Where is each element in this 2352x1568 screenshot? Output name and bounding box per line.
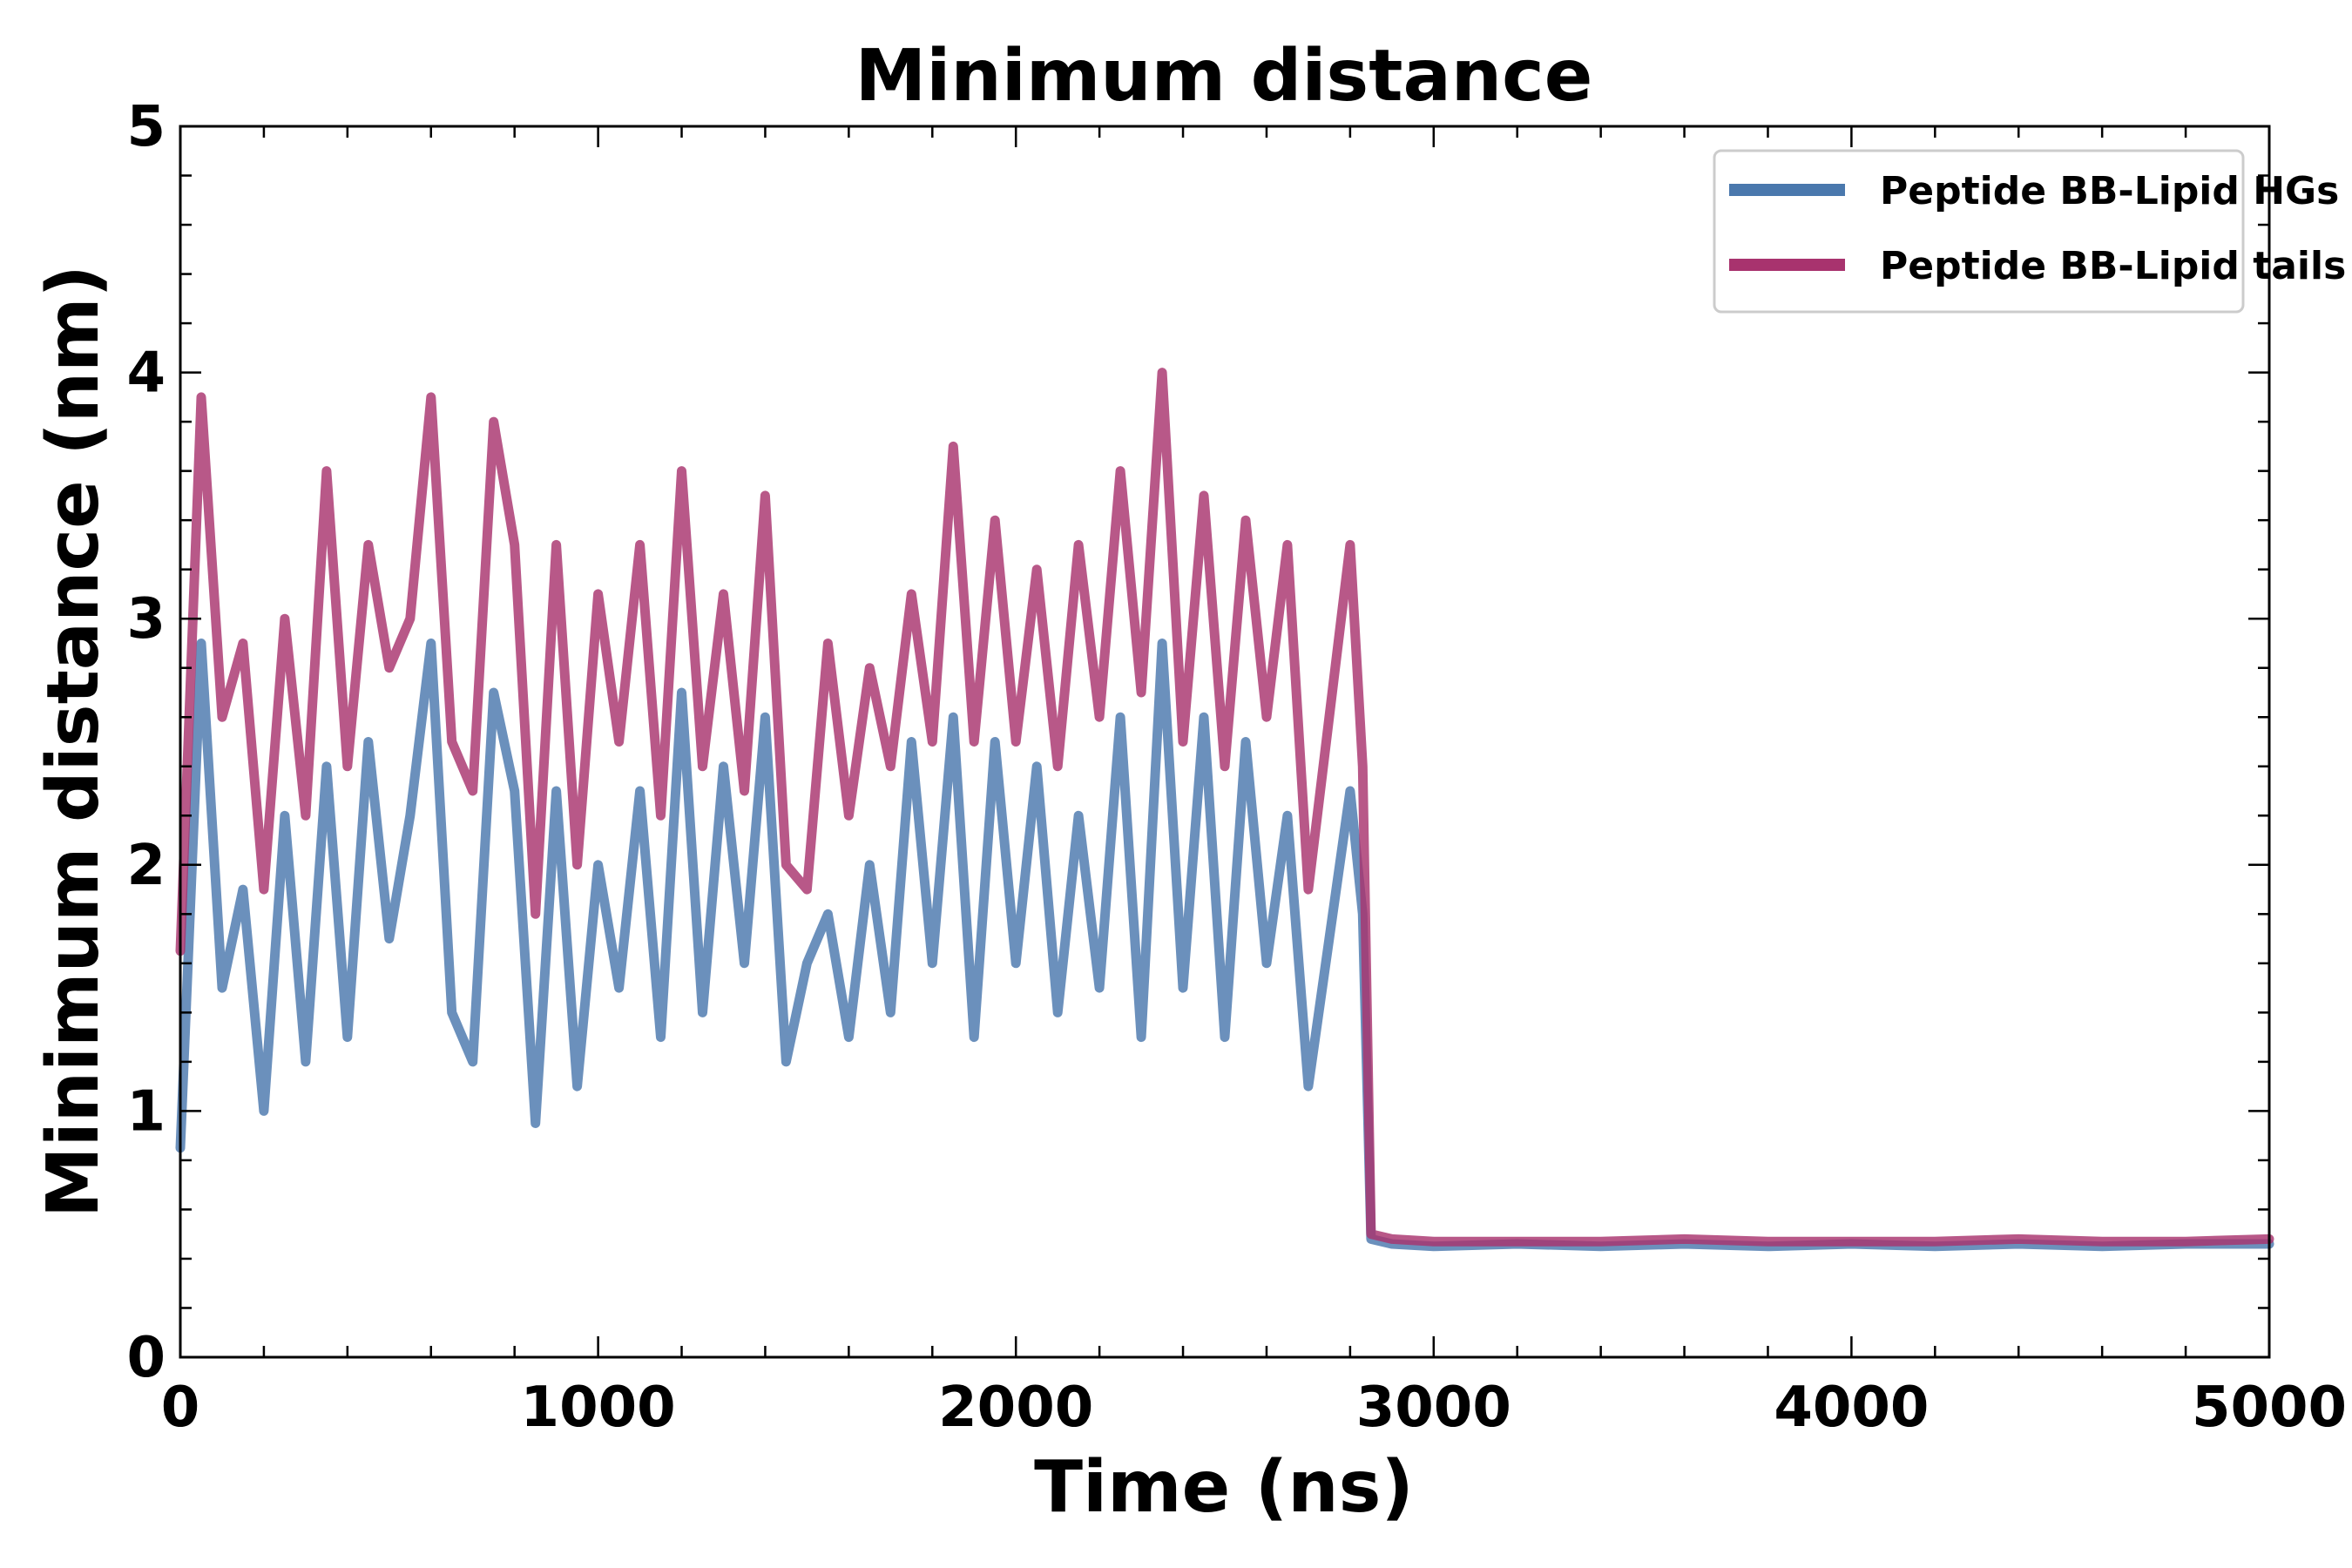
chart-title: Minimum distance (855, 35, 1593, 118)
x-tick-label: 1000 (521, 1375, 676, 1440)
y-tick-label: 3 (126, 587, 166, 652)
x-tick-label: 0 (161, 1375, 200, 1440)
series-line-0 (175, 639, 2274, 1252)
series-layer (175, 368, 2274, 1252)
x-tick-label: 4000 (1774, 1375, 1929, 1440)
plot-frame (179, 125, 2271, 1359)
y-tick-label: 2 (126, 834, 166, 898)
x-tick-label: 2000 (938, 1375, 1093, 1440)
legend: Peptide BB-Lipid HGs Peptide BB-Lipid ta… (1713, 149, 2346, 314)
y-axis-label: Minimum distance (nm) (32, 265, 115, 1218)
x-tick-label: 3000 (1356, 1375, 1511, 1440)
x-tick-label: 5000 (2192, 1375, 2347, 1440)
x-axis-label: Time (ns) (1034, 1446, 1414, 1529)
legend-box (1713, 149, 2245, 314)
tick-layer: 0 1000 2000 3000 4000 5000 0 1 2 3 4 5 (126, 95, 2347, 1440)
y-tick-label: 4 (126, 341, 166, 406)
y-tick-label: 5 (126, 95, 166, 159)
series-line-1 (175, 368, 2274, 1247)
legend-label-hgs: Peptide BB-Lipid HGs (1880, 169, 2339, 213)
y-tick-label: 1 (126, 1079, 166, 1144)
y-tick-label: 0 (126, 1326, 166, 1390)
legend-label-tails: Peptide BB-Lipid tails (1880, 244, 2346, 288)
